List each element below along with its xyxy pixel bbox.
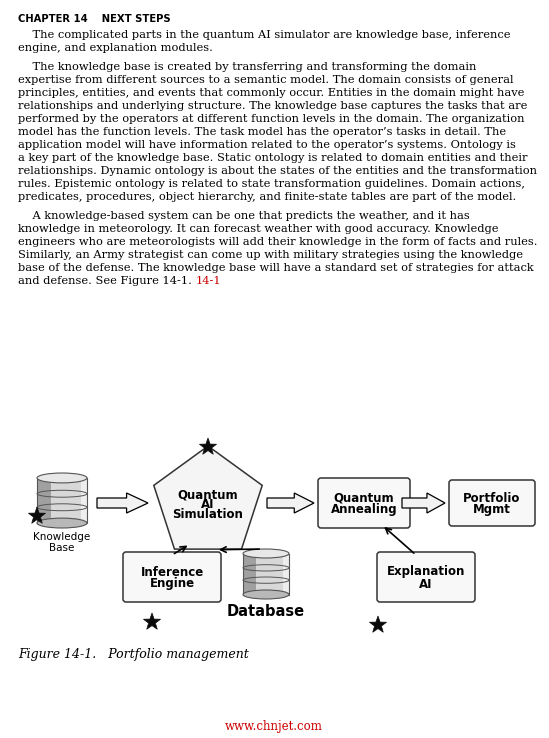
Ellipse shape [37, 473, 87, 483]
Text: knowledge in meteorology. It can forecast weather with good accuracy. Knowledge: knowledge in meteorology. It can forecas… [18, 224, 498, 234]
Text: predicates, procedures, object hierarchy, and finite-state tables are part of th: predicates, procedures, object hierarchy… [18, 192, 516, 202]
Text: Explanation: Explanation [387, 565, 465, 579]
Text: relationships. Dynamic ontology is about the states of the entities and the tran: relationships. Dynamic ontology is about… [18, 166, 537, 176]
Bar [243, 554, 256, 595]
Text: base of the defense. The knowledge base will have a standard set of strategies f: base of the defense. The knowledge base … [18, 263, 534, 273]
Text: relationships and underlying structure. The knowledge base captures the tasks th: relationships and underlying structure. … [18, 101, 528, 111]
Text: Knowledge: Knowledge [33, 532, 91, 542]
Polygon shape [199, 438, 216, 455]
Bar [81, 478, 87, 523]
Bar [37, 478, 87, 523]
Ellipse shape [243, 590, 289, 599]
Text: Inference: Inference [141, 565, 204, 579]
Text: model has the function levels. The task model has the operator’s tasks in detail: model has the function levels. The task … [18, 127, 506, 137]
Text: Database: Database [227, 604, 305, 619]
Polygon shape [143, 613, 160, 630]
Bar [243, 554, 289, 595]
Ellipse shape [243, 549, 289, 558]
Text: AI: AI [201, 498, 215, 511]
Text: Simulation: Simulation [172, 508, 243, 522]
Text: application model will have information related to the operator’s systems. Ontol: application model will have information … [18, 140, 516, 150]
Text: Base: Base [49, 543, 75, 553]
FancyBboxPatch shape [318, 478, 410, 528]
Text: Portfolio: Portfolio [463, 492, 520, 505]
Polygon shape [267, 493, 314, 513]
Polygon shape [369, 616, 386, 632]
Text: Mgmt: Mgmt [473, 503, 511, 517]
Text: www.chnjet.com: www.chnjet.com [225, 720, 323, 733]
Bar [283, 554, 289, 595]
Text: rules. Epistemic ontology is related to state transformation guidelines. Domain : rules. Epistemic ontology is related to … [18, 179, 525, 189]
Text: 14-1: 14-1 [196, 276, 222, 286]
Text: CHAPTER 14    NEXT STEPS: CHAPTER 14 NEXT STEPS [18, 14, 171, 24]
Text: expertise from different sources to a semantic model. The domain consists of gen: expertise from different sources to a se… [18, 75, 513, 85]
Text: Annealing: Annealing [330, 503, 397, 517]
Text: a key part of the knowledge base. Static ontology is related to domain entities : a key part of the knowledge base. Static… [18, 153, 528, 163]
Polygon shape [97, 493, 148, 513]
Text: performed by the operators at different function levels in the domain. The organ: performed by the operators at different … [18, 114, 524, 124]
Text: principles, entities, and events that commonly occur. Entities in the domain mig: principles, entities, and events that co… [18, 88, 524, 98]
FancyBboxPatch shape [449, 480, 535, 526]
FancyBboxPatch shape [377, 552, 475, 602]
Polygon shape [402, 493, 445, 513]
Text: engine, and explanation modules.: engine, and explanation modules. [18, 43, 213, 53]
Bar [243, 554, 289, 595]
Text: engineers who are meteorologists will add their knowledge in the form of facts a: engineers who are meteorologists will ad… [18, 237, 537, 247]
Polygon shape [154, 446, 262, 549]
Text: A knowledge-based system can be one that predicts the weather, and it has: A knowledge-based system can be one that… [18, 211, 470, 221]
Text: Similarly, an Army strategist can come up with military strategies using the kno: Similarly, an Army strategist can come u… [18, 250, 523, 260]
Text: AI: AI [419, 578, 433, 590]
FancyBboxPatch shape [123, 552, 221, 602]
Ellipse shape [37, 518, 87, 528]
Text: Figure 14-1.   Portfolio management: Figure 14-1. Portfolio management [18, 648, 249, 661]
Text: The knowledge base is created by transferring and transforming the domain: The knowledge base is created by transfe… [18, 62, 477, 72]
Bar [37, 478, 51, 523]
Polygon shape [29, 507, 46, 523]
Bar [37, 478, 87, 523]
Text: Quantum: Quantum [178, 489, 238, 502]
Text: The complicated parts in the quantum AI simulator are knowledge base, inference: The complicated parts in the quantum AI … [18, 30, 511, 40]
Text: Quantum: Quantum [334, 492, 394, 505]
Text: and defense. See Figure 14-1.: and defense. See Figure 14-1. [18, 276, 192, 286]
Text: Engine: Engine [149, 578, 194, 590]
